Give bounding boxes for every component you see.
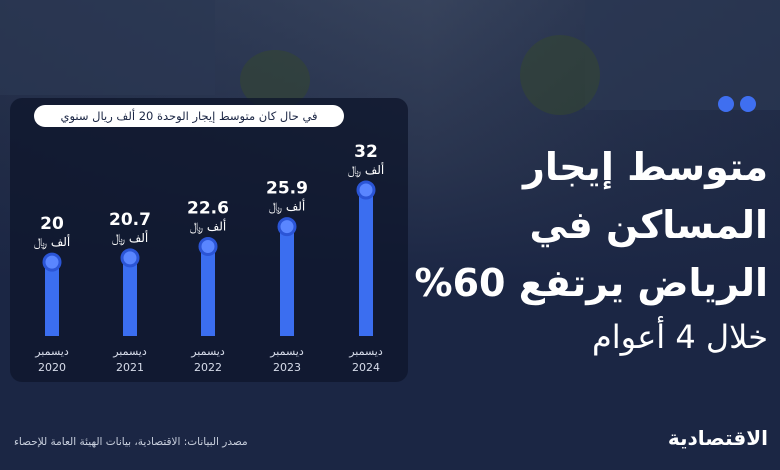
headline-line-1: متوسط إيجار — [523, 145, 768, 189]
bar-value-label: 20 — [40, 214, 64, 234]
x-tick-month: ديسمبر — [348, 345, 383, 358]
headline-line-3: الرياض يرتفع 60% — [414, 261, 769, 305]
chart-subtitle: في حال كان متوسط إيجار الوحدة 20 ألف ريا… — [34, 105, 344, 127]
x-tick-year: 2022 — [194, 361, 222, 374]
bar-cap — [356, 180, 376, 200]
background-building — [585, 0, 780, 110]
brand-dot — [718, 96, 734, 112]
x-tick-year: 2024 — [352, 361, 380, 374]
x-tick-year: 2021 — [116, 361, 144, 374]
x-tick-month: ديسمبر — [34, 345, 69, 358]
bar-unit-label: ألف ﷼ — [112, 230, 149, 246]
bar-unit-label: ألف ﷼ — [348, 162, 385, 178]
headline-line-2: المساكن في — [529, 203, 768, 247]
bar-value-label: 32 — [354, 142, 378, 162]
bar-unit-label: ألف ﷼ — [34, 234, 71, 250]
bar-cap — [42, 252, 62, 272]
bar-cap — [120, 248, 140, 268]
background-building — [0, 0, 215, 95]
bar — [45, 262, 59, 336]
bar-value-label: 25.9 — [266, 179, 308, 199]
x-tick-year: 2020 — [38, 361, 66, 374]
bar-value-label: 20.7 — [109, 210, 151, 230]
bar-unit-label: ألف ﷼ — [190, 218, 227, 234]
brand-dot — [740, 96, 756, 112]
x-tick-month: ديسمبر — [112, 345, 147, 358]
brand-dots — [718, 96, 756, 112]
source-note: مصدر البيانات: الاقتصادية، بيانات الهيئة… — [14, 436, 248, 448]
headline-line-4: خلال 4 أعوام — [591, 318, 768, 356]
x-tick-year: 2023 — [273, 361, 301, 374]
brand-logo: الاقتصادية — [667, 426, 768, 450]
bar — [359, 190, 373, 336]
x-tick-month: ديسمبر — [269, 345, 304, 358]
bar — [123, 257, 137, 336]
background-tree — [520, 35, 600, 115]
bar — [280, 226, 294, 336]
bar-unit-label: ألف ﷼ — [269, 199, 306, 215]
x-tick-month: ديسمبر — [190, 345, 225, 358]
bar-value-label: 22.6 — [187, 198, 229, 218]
headline: متوسط إيجار المساكن في الرياض يرتفع 60% … — [408, 138, 769, 362]
bar — [201, 246, 215, 336]
bar-cap — [198, 236, 218, 256]
bar-cap — [277, 217, 297, 237]
